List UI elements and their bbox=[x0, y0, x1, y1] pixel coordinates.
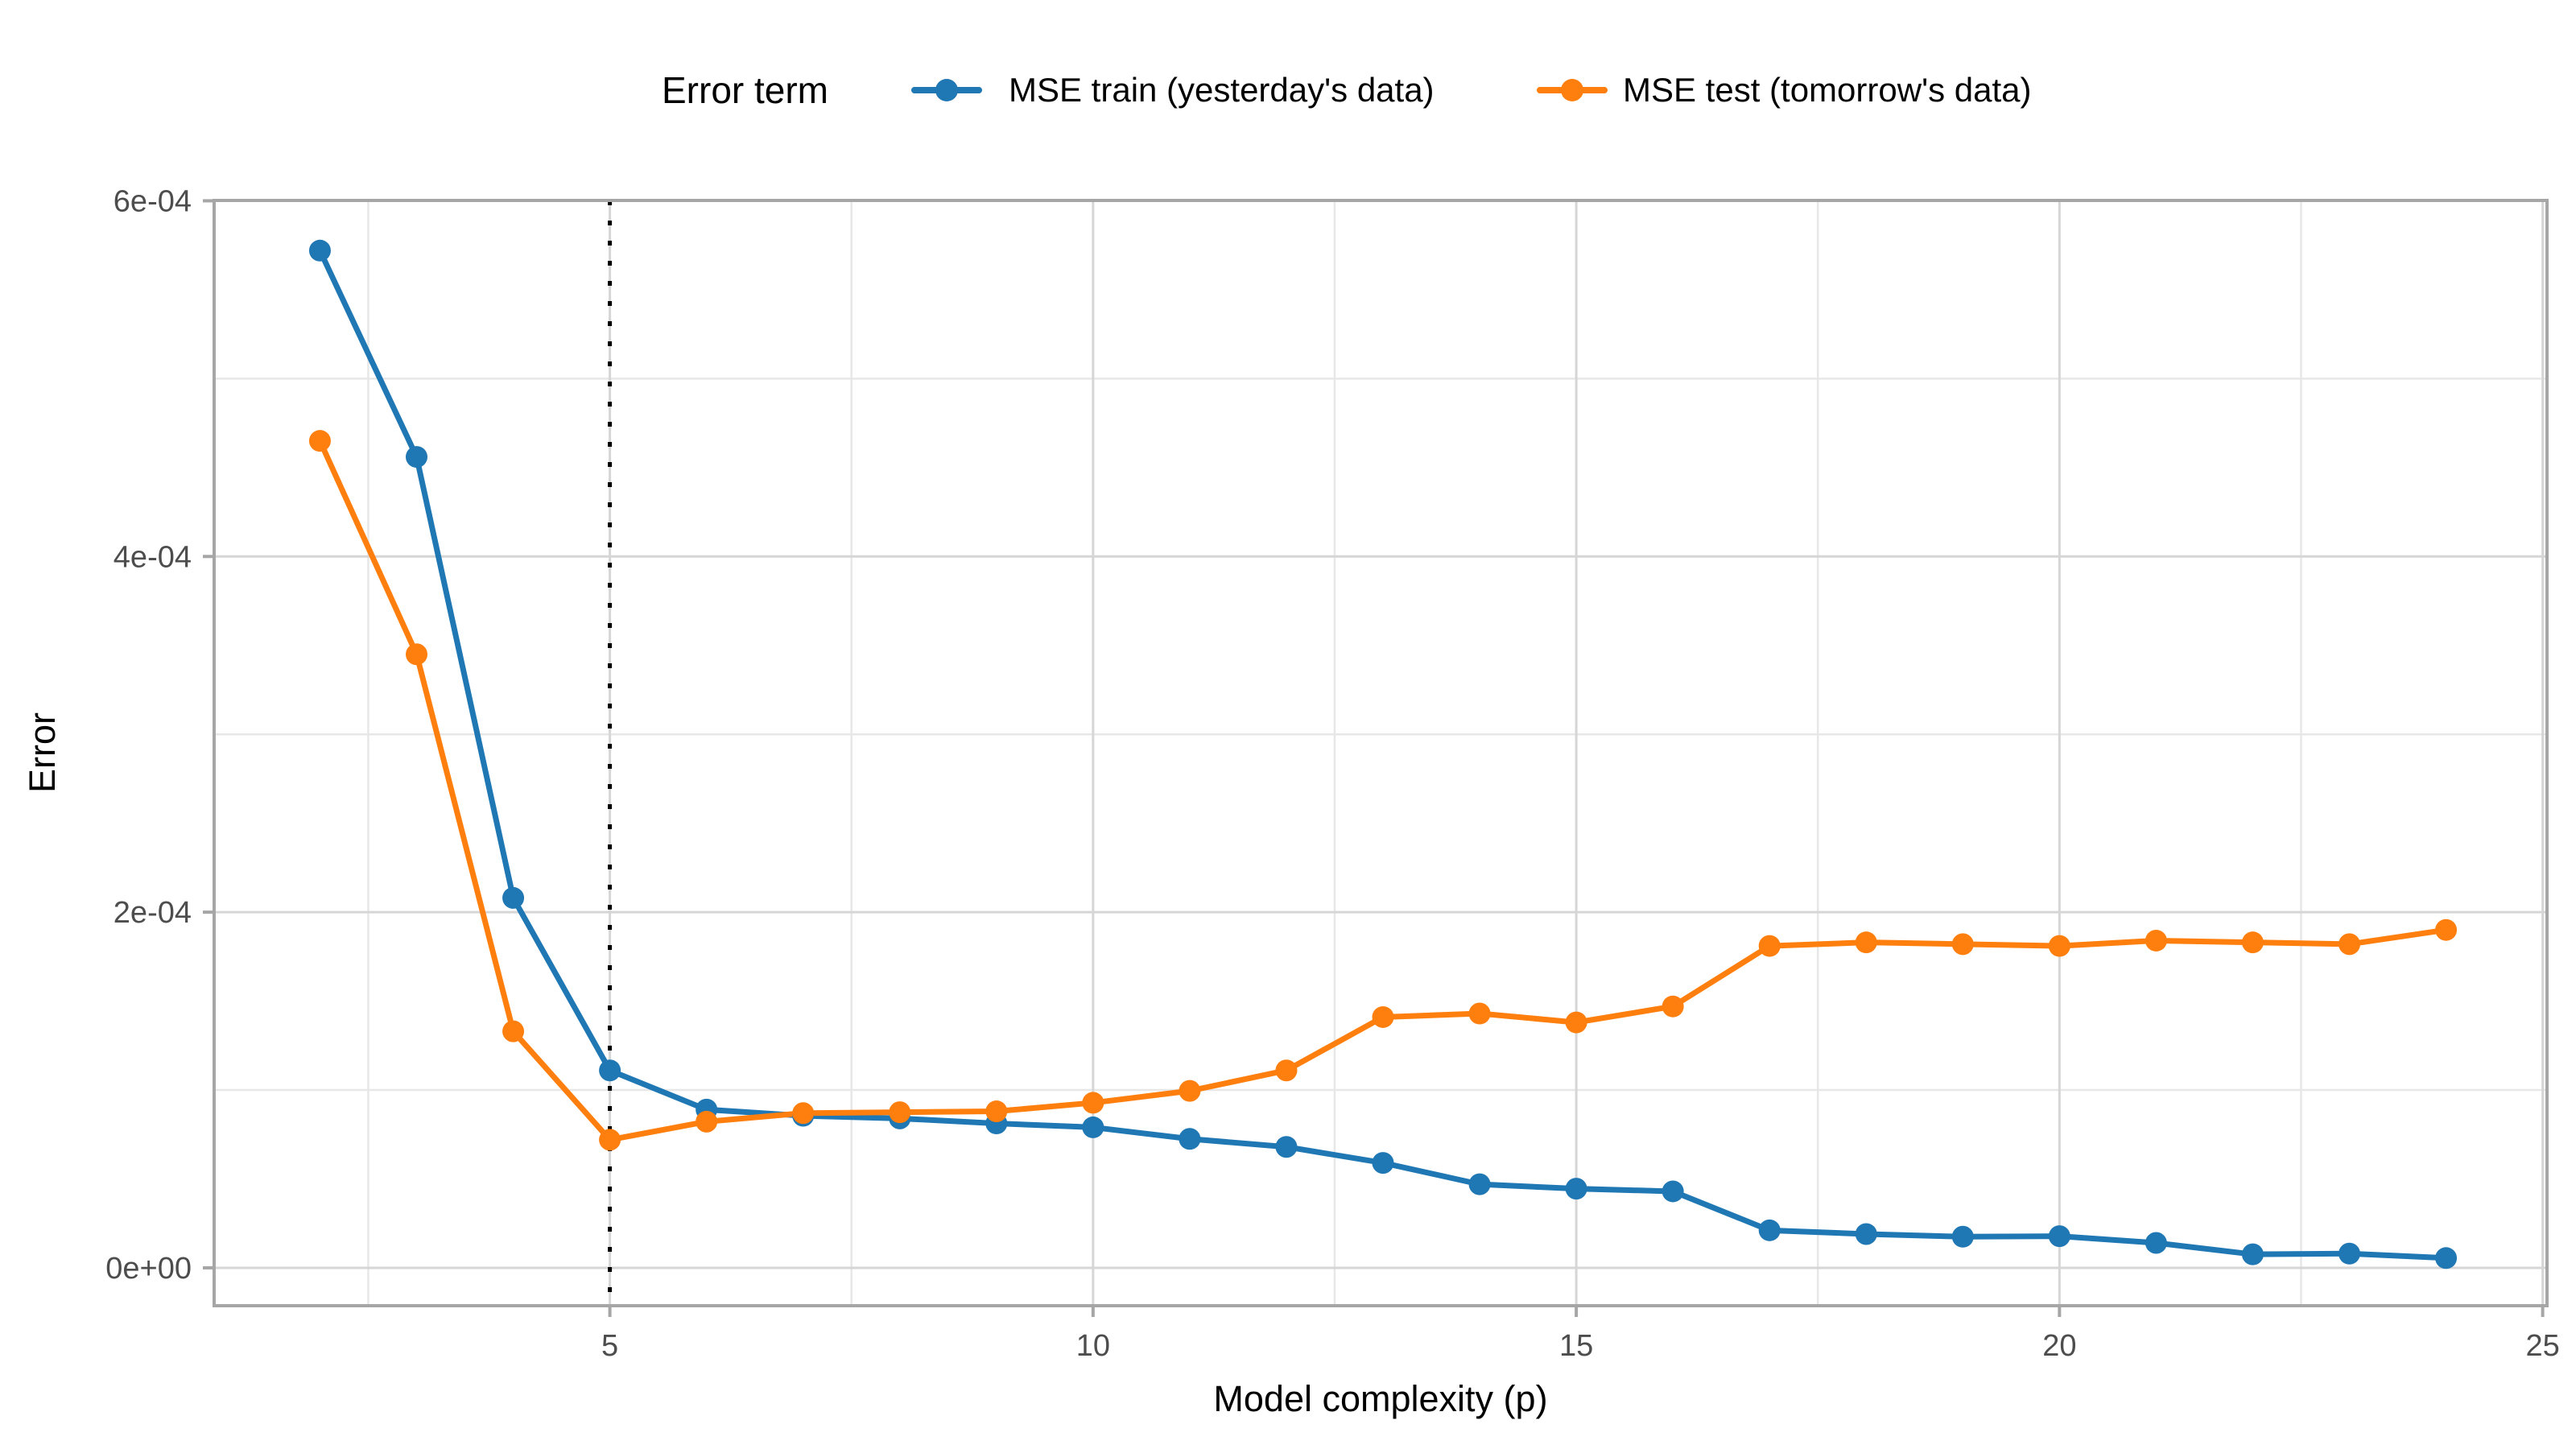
legend-label-train: MSE train (yesterday's data) bbox=[1009, 71, 1435, 109]
test-data-point-p17 bbox=[1758, 935, 1781, 957]
test-data-point-p10 bbox=[1082, 1092, 1104, 1114]
legend-key-train-point-icon bbox=[935, 79, 958, 101]
test-data-point-p7 bbox=[792, 1102, 815, 1125]
legend-item-test: MSE test (tomorrow's data) bbox=[1537, 71, 2032, 109]
y-tick-label: 2e-04 bbox=[114, 896, 192, 930]
test-data-point-p11 bbox=[1179, 1080, 1201, 1102]
grid-major bbox=[214, 199, 2547, 1306]
test-data-point-p24 bbox=[2435, 919, 2458, 941]
train-data-point-p22 bbox=[2241, 1243, 2264, 1265]
train-data-point-p20 bbox=[2048, 1225, 2070, 1248]
legend-label-test: MSE test (tomorrow's data) bbox=[1623, 71, 2032, 109]
x-tick-label: 10 bbox=[1076, 1329, 1110, 1363]
train-data-point-p2 bbox=[308, 239, 331, 262]
train-data-point-p13 bbox=[1372, 1152, 1394, 1174]
test-data-point-p16 bbox=[1662, 995, 1684, 1018]
train-data-point-p14 bbox=[1468, 1173, 1491, 1195]
legend-key-test-point-icon bbox=[1561, 79, 1583, 101]
train-data-point-p3 bbox=[406, 446, 428, 469]
train-data-point-p23 bbox=[2338, 1242, 2360, 1265]
test-data-point-p4 bbox=[502, 1020, 525, 1042]
test-data-point-p20 bbox=[2048, 935, 2070, 957]
x-axis-title: Model complexity (p) bbox=[1213, 1378, 1547, 1419]
test-data-point-p12 bbox=[1275, 1059, 1298, 1082]
test-data-point-p15 bbox=[1565, 1011, 1587, 1034]
train-data-point-p4 bbox=[502, 886, 525, 909]
train-data-point-p15 bbox=[1565, 1178, 1587, 1200]
train-data-point-p5 bbox=[599, 1059, 621, 1082]
axis-tick-labels: 5 10 15 20 25 0e+00 2e-04 4e-04 6e-04 bbox=[105, 184, 2559, 1363]
test-data-point-p8 bbox=[889, 1101, 911, 1124]
test-series-line bbox=[316, 438, 2450, 1143]
test-data-point-p2 bbox=[308, 430, 331, 452]
train-data-point-p24 bbox=[2435, 1247, 2458, 1269]
panel-border bbox=[213, 199, 2549, 1307]
test-data-point-p5 bbox=[599, 1129, 621, 1151]
test-data-point-p23 bbox=[2338, 933, 2360, 956]
test-data-point-p22 bbox=[2241, 931, 2264, 954]
grid-minor bbox=[214, 200, 2547, 1306]
legend-item-train: MSE train (yesterday's data) bbox=[911, 71, 1435, 109]
y-tick-label: 4e-04 bbox=[114, 540, 192, 574]
train-series-line bbox=[316, 247, 2450, 1261]
train-data-point-p18 bbox=[1855, 1223, 1877, 1245]
x-tick-label: 5 bbox=[601, 1329, 618, 1363]
test-data-point-p18 bbox=[1855, 931, 1877, 954]
y-tick-label: 6e-04 bbox=[114, 184, 192, 218]
legend: Error term MSE train (yesterday's data) … bbox=[662, 69, 2032, 111]
series-layer bbox=[308, 239, 2458, 1269]
test-data-point-p13 bbox=[1372, 1005, 1394, 1028]
train-data-point-p17 bbox=[1758, 1219, 1781, 1241]
train-data-point-p19 bbox=[1951, 1225, 1974, 1248]
train-data-point-p10 bbox=[1082, 1116, 1104, 1138]
test-data-point-p3 bbox=[406, 643, 428, 666]
train-data-point-p21 bbox=[2145, 1232, 2167, 1254]
test-data-point-p21 bbox=[2145, 929, 2167, 952]
train-data-point-p16 bbox=[1662, 1180, 1684, 1203]
legend-title: Error term bbox=[662, 69, 828, 111]
x-tick-label: 15 bbox=[1559, 1329, 1593, 1363]
train-data-point-p11 bbox=[1179, 1128, 1201, 1150]
axis-ticks bbox=[203, 199, 2545, 1317]
test-data-point-p9 bbox=[985, 1100, 1008, 1123]
test-data-point-p14 bbox=[1468, 1002, 1491, 1025]
y-axis-title: Error bbox=[22, 712, 63, 793]
x-tick-label: 25 bbox=[2525, 1329, 2559, 1363]
x-tick-label: 20 bbox=[2042, 1329, 2076, 1363]
test-data-point-p6 bbox=[696, 1110, 718, 1133]
test-data-point-p19 bbox=[1951, 933, 1974, 956]
y-tick-label: 0e+00 bbox=[105, 1252, 192, 1286]
train-data-point-p12 bbox=[1275, 1136, 1298, 1158]
